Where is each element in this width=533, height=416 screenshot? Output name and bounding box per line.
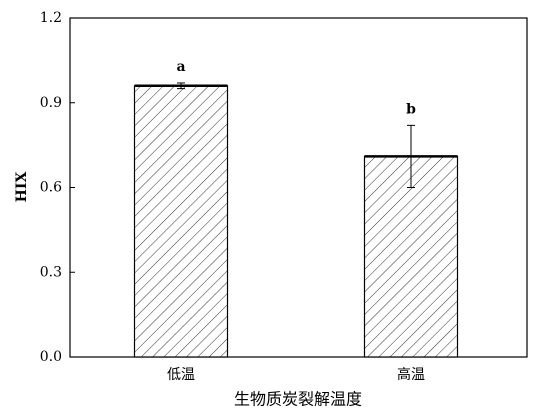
y-tick-label: 1.2 [40,10,62,26]
y-tick-label: 0.3 [40,264,62,280]
significance-label: b [406,101,416,117]
y-tick-label: 0.6 [40,180,62,196]
x-tick-label: 高温 [397,366,425,383]
significance-label: a [176,59,185,75]
y-tick-label: 0.9 [40,95,62,111]
bar [363,155,459,358]
x-tick-label: 低温 [167,367,195,383]
y-tick-label: 0.0 [40,349,62,365]
y-axis-label: HIX [14,172,30,203]
bar [133,85,229,358]
x-axis-label: 生物质炭裂解温度 [234,390,362,409]
